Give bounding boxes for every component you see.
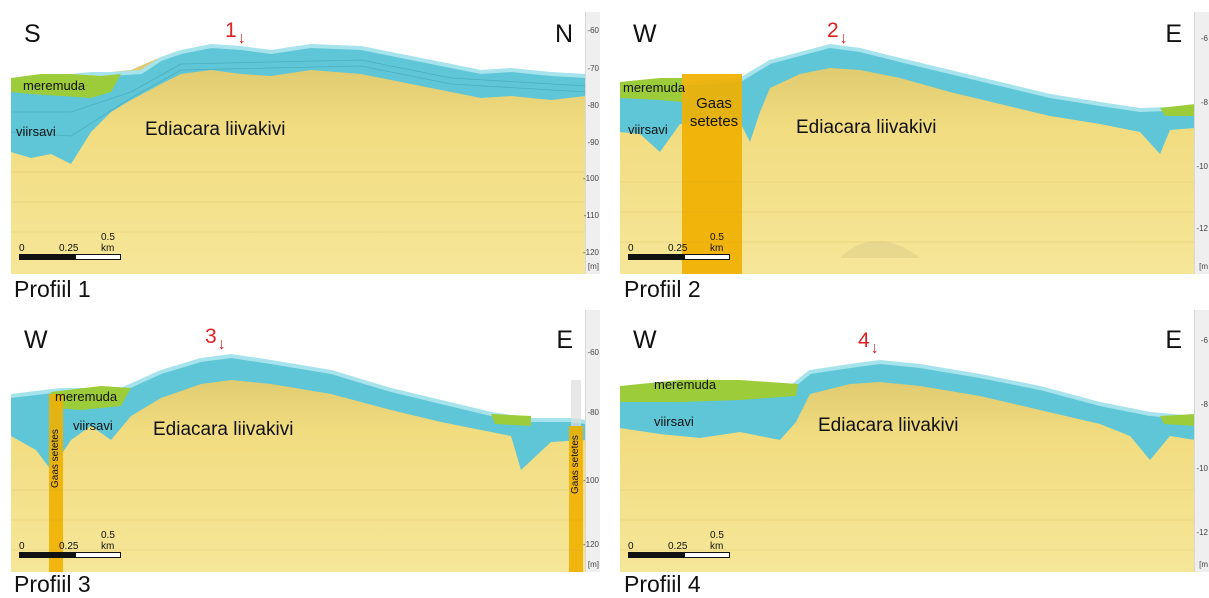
depth-tick: -120 bbox=[582, 540, 599, 549]
down-arrow-icon: ↓ bbox=[839, 30, 848, 47]
scale-bar: 0 0.25 0.5 km bbox=[628, 530, 738, 558]
profile-panel-4: -6 -8 -10 -12 [m W E 4↓ meremuda viirsav… bbox=[620, 310, 1209, 572]
seismic-section-4 bbox=[620, 310, 1196, 572]
depth-unit: [m] bbox=[587, 560, 599, 569]
direction-left-label: S bbox=[24, 20, 41, 48]
scale-segment bbox=[75, 552, 121, 558]
depth-tick: -6 bbox=[1200, 336, 1208, 345]
depth-tick: -80 bbox=[587, 101, 599, 110]
scale-tick-0: 0 bbox=[628, 541, 634, 552]
label-meremuda: meremuda bbox=[23, 78, 86, 93]
depth-tick: -12 bbox=[1196, 224, 1208, 233]
direction-right-label: E bbox=[556, 326, 573, 354]
scale-segment bbox=[684, 552, 730, 558]
marker-number: 4 bbox=[858, 329, 870, 352]
scale-tick-0: 0 bbox=[19, 541, 25, 552]
label-meremuda: meremuda bbox=[654, 377, 717, 392]
depth-tick: -12 bbox=[1196, 528, 1208, 537]
scale-tick-05: 0.5 km bbox=[101, 530, 115, 552]
label-ediacara: Ediacara liivakivi bbox=[796, 117, 937, 138]
profile-panel-2: -6 -8 -10 -12 [m W E 2↓ meremuda viirsav… bbox=[620, 12, 1209, 274]
profile-panel-1: -60 -70 -80 -90 -100 -110 -120 [m] S N 1… bbox=[11, 12, 600, 274]
down-arrow-icon: ↓ bbox=[217, 336, 226, 353]
scale-segment bbox=[628, 254, 685, 260]
depth-scale-strip bbox=[585, 12, 600, 274]
scale-segment bbox=[75, 254, 121, 260]
label-viirsavi: viirsavi bbox=[628, 122, 668, 137]
scale-segment bbox=[628, 552, 685, 558]
depth-tick: -10 bbox=[1196, 162, 1208, 171]
depth-tick: -80 bbox=[587, 408, 599, 417]
scale-bar: 0 0.25 0.5 km bbox=[19, 530, 129, 558]
scale-tick-0: 0 bbox=[628, 243, 634, 254]
scale-tick-025: 0.25 bbox=[59, 243, 79, 254]
depth-tick: -60 bbox=[587, 348, 599, 357]
down-arrow-icon: ↓ bbox=[237, 30, 246, 47]
marker-number: 3 bbox=[205, 325, 217, 348]
scale-tick-025: 0.25 bbox=[668, 541, 688, 552]
depth-tick: -110 bbox=[583, 211, 599, 220]
depth-scale-strip bbox=[1194, 310, 1209, 572]
depth-tick: -8 bbox=[1200, 98, 1208, 107]
depth-tick: -100 bbox=[582, 476, 599, 485]
scale-tick-025: 0.25 bbox=[59, 541, 79, 552]
depth-tick: -60 bbox=[587, 26, 599, 35]
down-arrow-icon: ↓ bbox=[870, 340, 879, 357]
direction-left-label: W bbox=[633, 20, 657, 48]
label-gaas-setetes-left: Gaas setetes bbox=[50, 429, 61, 488]
label-gaas-setetes: Gaas setetes bbox=[689, 95, 739, 130]
marker-number: 1 bbox=[225, 19, 237, 42]
profile-marker: 3↓ bbox=[205, 325, 226, 353]
depth-tick: -90 bbox=[587, 138, 599, 147]
marker-number: 2 bbox=[827, 19, 839, 42]
label-viirsavi: viirsavi bbox=[654, 414, 694, 429]
depth-scale-strip bbox=[1194, 12, 1209, 274]
depth-tick: -10 bbox=[1196, 464, 1208, 473]
label-viirsavi: viirsavi bbox=[73, 418, 113, 433]
depth-tick: -120 bbox=[582, 248, 599, 257]
label-ediacara: Ediacara liivakivi bbox=[145, 119, 286, 140]
depth-tick: -100 bbox=[582, 174, 599, 183]
direction-left-label: W bbox=[24, 326, 48, 354]
depth-tick: -70 bbox=[587, 64, 599, 73]
depth-tick: -8 bbox=[1200, 400, 1208, 409]
profile-marker: 2↓ bbox=[827, 19, 848, 47]
label-ediacara: Ediacara liivakivi bbox=[153, 419, 294, 440]
label-viirsavi: viirsavi bbox=[16, 124, 56, 139]
scale-segment bbox=[684, 254, 730, 260]
label-ediacara: Ediacara liivakivi bbox=[818, 415, 959, 436]
scale-tick-05: 0.5 km bbox=[710, 530, 724, 552]
depth-unit: [m bbox=[1199, 560, 1208, 569]
depth-unit: [m bbox=[1199, 262, 1208, 271]
depth-tick: -6 bbox=[1200, 34, 1208, 43]
depth-scale-strip bbox=[585, 310, 600, 572]
scale-segment bbox=[19, 552, 76, 558]
profile-marker: 1↓ bbox=[225, 19, 246, 47]
scale-tick-05: 0.5 km bbox=[101, 232, 115, 254]
label-meremuda: meremuda bbox=[623, 80, 686, 95]
label-gaas-setetes-right: Gaas setetes bbox=[570, 435, 581, 494]
direction-right-label: N bbox=[554, 20, 573, 48]
panel-caption-4: Profiil 4 bbox=[624, 571, 701, 597]
seismic-section-3 bbox=[11, 310, 587, 572]
seismic-section-2 bbox=[620, 12, 1196, 274]
direction-left-label: W bbox=[633, 326, 657, 354]
panel-caption-1: Profiil 1 bbox=[14, 276, 91, 302]
scale-tick-0: 0 bbox=[19, 243, 25, 254]
scale-bar: 0 0.25 0.5 km bbox=[628, 232, 738, 260]
direction-right-label: E bbox=[1165, 20, 1182, 48]
panel-caption-3: Profiil 3 bbox=[14, 571, 91, 597]
scale-tick-025: 0.25 bbox=[668, 243, 688, 254]
profile-marker: 4↓ bbox=[858, 329, 879, 357]
direction-right-label: E bbox=[1165, 326, 1182, 354]
label-meremuda: meremuda bbox=[55, 389, 118, 404]
depth-unit: [m] bbox=[587, 262, 599, 271]
scale-tick-05: 0.5 km bbox=[710, 232, 724, 254]
panel-caption-2: Profiil 2 bbox=[624, 276, 701, 302]
seismic-section-1 bbox=[11, 12, 587, 274]
scale-bar: 0 0.25 0.5 km bbox=[19, 232, 129, 260]
scale-segment bbox=[19, 254, 76, 260]
profile-panel-3: -60 -80 -100 -120 [m] W E 3↓ meremuda vi… bbox=[11, 310, 600, 572]
